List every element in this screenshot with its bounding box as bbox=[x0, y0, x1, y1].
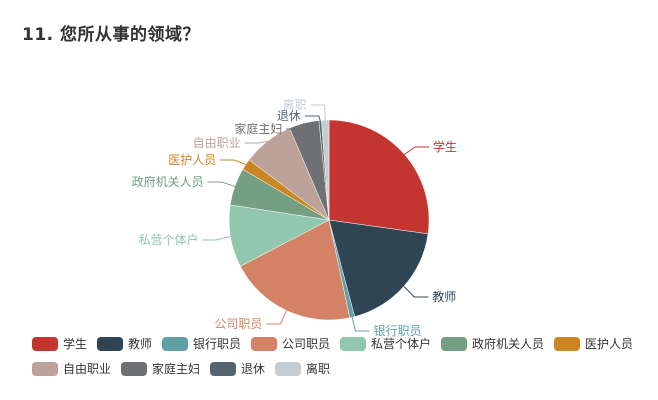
legend-item[interactable]: 学生 bbox=[32, 336, 87, 351]
legend-swatch bbox=[554, 337, 580, 351]
leader-line bbox=[403, 285, 429, 298]
label-leader-lines bbox=[202, 104, 430, 332]
leader-line bbox=[207, 181, 235, 187]
leader-line bbox=[202, 235, 231, 241]
slice-label: 自由职业 bbox=[193, 136, 241, 150]
legend-item[interactable]: 医护人员 bbox=[554, 337, 633, 351]
legend-swatch bbox=[32, 337, 58, 351]
legend-swatch bbox=[32, 362, 58, 376]
legend-item[interactable]: 自由职业 bbox=[32, 362, 111, 376]
legend-item[interactable]: 教师 bbox=[97, 336, 152, 351]
legend-swatch bbox=[121, 362, 147, 376]
legend-swatch bbox=[162, 337, 188, 351]
leader-line bbox=[220, 159, 247, 165]
legend-label: 家庭主妇 bbox=[152, 361, 200, 376]
legend-swatch bbox=[210, 362, 236, 376]
legend-label: 自由职业 bbox=[63, 362, 111, 376]
slice-label: 医护人员 bbox=[168, 153, 216, 167]
slice-label: 教师 bbox=[432, 289, 456, 304]
slice-10[interactable] bbox=[321, 119, 330, 221]
leader-line bbox=[266, 310, 287, 325]
slice-label: 退休 bbox=[277, 109, 301, 123]
leader-line bbox=[310, 104, 326, 121]
leader-line bbox=[286, 122, 305, 130]
slice-label: 学生 bbox=[433, 139, 457, 154]
slice-0[interactable] bbox=[328, 119, 430, 235]
slice-label: 私营个体户 bbox=[139, 232, 199, 247]
legend-label: 离职 bbox=[306, 361, 330, 376]
legend-item[interactable]: 离职 bbox=[275, 361, 330, 376]
legend-swatch bbox=[97, 337, 123, 351]
slice-label: 政府机关人员 bbox=[132, 174, 204, 189]
legend-label: 银行职员 bbox=[193, 337, 241, 351]
legend-label: 公司职员 bbox=[282, 337, 330, 351]
legend-item[interactable]: 私营个体户 bbox=[340, 336, 431, 351]
legend-item[interactable]: 银行职员 bbox=[162, 337, 241, 351]
pie-slices bbox=[228, 119, 430, 321]
legend-swatch bbox=[251, 337, 277, 351]
legend-label: 学生 bbox=[63, 336, 87, 351]
legend-label: 私营个体户 bbox=[371, 336, 431, 351]
slice-label: 家庭主妇 bbox=[234, 121, 282, 136]
legend-item[interactable]: 家庭主妇 bbox=[121, 361, 200, 376]
leader-line bbox=[404, 146, 430, 155]
slice-label: 离职 bbox=[283, 97, 307, 112]
legend-label: 政府机关人员 bbox=[472, 336, 544, 351]
slice-label: 银行职员 bbox=[373, 324, 421, 338]
question-title: 11. 您所从事的领域？ bbox=[22, 25, 201, 45]
slice-1[interactable] bbox=[328, 219, 429, 317]
leader-line bbox=[351, 317, 370, 332]
leader-line bbox=[244, 140, 268, 144]
legend-item[interactable]: 公司职员 bbox=[251, 337, 330, 351]
legend-label: 退休 bbox=[241, 362, 265, 376]
legend-swatch bbox=[275, 362, 301, 376]
legend-label: 医护人员 bbox=[585, 337, 633, 351]
slice-label: 公司职员 bbox=[214, 317, 262, 331]
leader-line bbox=[304, 115, 321, 121]
legend-swatch bbox=[340, 337, 366, 351]
legend-item[interactable]: 退休 bbox=[210, 362, 265, 376]
legend-swatch bbox=[441, 337, 467, 351]
legend-label: 教师 bbox=[128, 336, 152, 351]
legend-item[interactable]: 政府机关人员 bbox=[441, 336, 544, 351]
